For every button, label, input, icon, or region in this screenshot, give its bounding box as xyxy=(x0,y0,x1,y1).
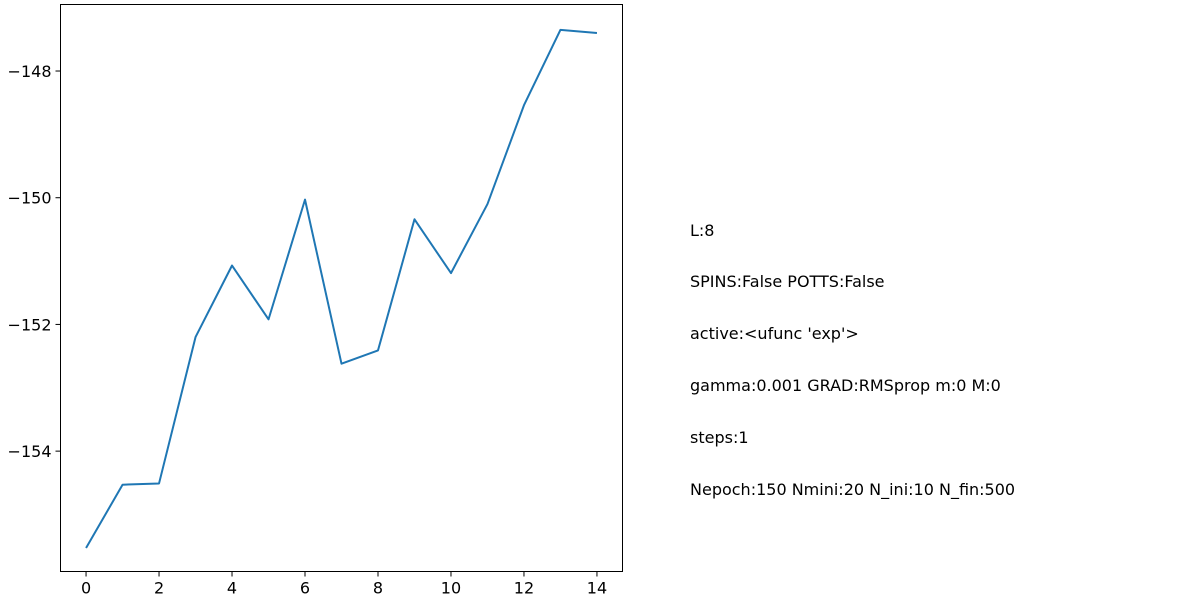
x-tick-label: 0 xyxy=(81,579,91,598)
series-line xyxy=(85,28,598,549)
x-tick-label: 10 xyxy=(441,579,461,598)
annotation-line-lattice: L:8 xyxy=(690,220,715,240)
x-tick-label: 6 xyxy=(300,579,310,598)
x-tick-label: 8 xyxy=(373,579,383,598)
y-tick-label: −148 xyxy=(8,62,52,81)
annotation-text: L:8 SPINS:False POTTS:False active:<ufun… xyxy=(690,187,1015,516)
x-tick-label: 14 xyxy=(587,579,607,598)
annotation-line-spins: SPINS:False POTTS:False xyxy=(690,272,885,292)
annotation-line-active: active:<ufunc 'exp'> xyxy=(690,324,859,344)
y-tick-label: −152 xyxy=(8,315,52,334)
y-axis-ticks: −154 −152 −150 −148 xyxy=(8,62,61,461)
plot-frame xyxy=(60,4,623,572)
x-axis-ticks: 0 2 4 6 8 10 12 14 xyxy=(81,571,607,598)
x-tick-label: 12 xyxy=(514,579,534,598)
annotation-line-steps: steps:1 xyxy=(690,428,749,448)
x-tick-label: 4 xyxy=(227,579,237,598)
annotation-line-gamma: gamma:0.001 GRAD:RMSprop m:0 M:0 xyxy=(690,376,1001,396)
x-tick-label: 2 xyxy=(154,579,164,598)
y-tick-label: −150 xyxy=(8,189,52,208)
y-tick-label: −154 xyxy=(8,442,52,461)
annotation-line-nepoch: Nepoch:150 Nmini:20 N_ini:10 N_fin:500 xyxy=(690,480,1016,500)
